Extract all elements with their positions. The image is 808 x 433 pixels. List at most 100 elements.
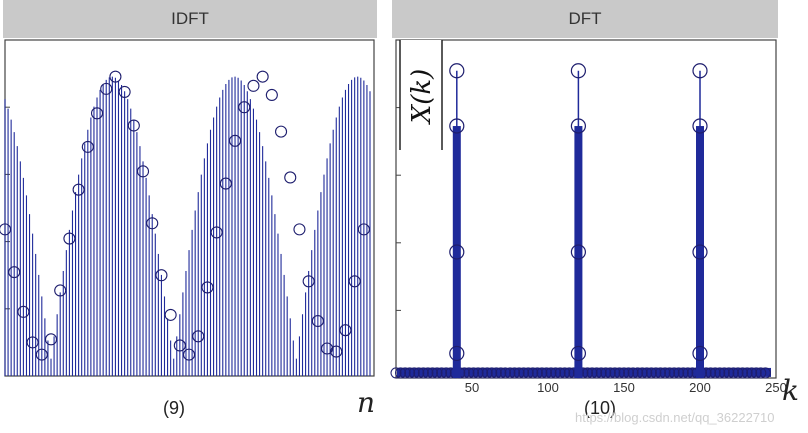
idft-marker xyxy=(330,345,343,358)
dft-baseline-marker xyxy=(431,367,443,379)
dft-baseline-marker xyxy=(654,367,666,379)
dft-baseline-marker xyxy=(636,367,648,379)
dft-plot: 50 100 150 200 250 X(k) xyxy=(390,39,787,395)
dft-baseline-marker xyxy=(632,367,644,379)
dft-baseline-marker xyxy=(727,367,739,379)
dft-baseline-marker xyxy=(417,367,429,379)
dft-peak-marker xyxy=(692,244,708,260)
dft-baseline-marker xyxy=(531,367,543,379)
dft-baseline-marker xyxy=(709,367,721,379)
dft-baseline-marker xyxy=(732,367,744,379)
idft-title: IDFT xyxy=(171,9,209,28)
dft-baseline-marker xyxy=(623,367,635,379)
idft-marker xyxy=(72,183,85,196)
dft-peak-marker xyxy=(570,63,586,79)
idft-marker xyxy=(284,171,297,184)
dft-peak-marker xyxy=(692,63,708,79)
dft-baseline-marker xyxy=(436,367,448,379)
idft-marker xyxy=(256,70,269,83)
dft-peak-marker xyxy=(449,118,465,134)
dft-panel: DFT 50 100 150 200 250 X(k) (10) k xyxy=(388,0,808,433)
dft-title-bar: DFT xyxy=(392,0,778,38)
idft-marker xyxy=(90,107,104,120)
dft-baseline-marker xyxy=(422,367,434,379)
dft-baseline-marker xyxy=(659,367,671,379)
dft-title: DFT xyxy=(568,9,602,28)
idft-marker xyxy=(155,269,168,282)
dft-baseline-marker xyxy=(741,367,753,379)
dft-peak-cluster xyxy=(696,126,704,378)
dft-baseline-marker xyxy=(746,367,758,379)
dft-baseline-marker xyxy=(408,367,420,379)
dft-baseline-marker xyxy=(550,367,562,379)
dft-baseline-marker xyxy=(723,367,735,379)
dft-baseline-marker xyxy=(463,367,475,379)
dft-baseline-marker xyxy=(504,367,516,379)
idft-marker xyxy=(54,284,67,297)
dft-baseline-marker xyxy=(668,367,680,379)
dft-baseline-marker xyxy=(645,367,657,379)
idft-marker xyxy=(275,125,288,138)
dft-baseline-marker xyxy=(509,367,521,379)
dft-baseline-marker xyxy=(591,367,603,379)
dft-baseline-marker xyxy=(613,367,625,379)
dft-baseline-marker xyxy=(481,367,493,379)
dft-baseline-marker xyxy=(477,367,489,379)
idft-marker xyxy=(164,308,177,321)
idft-marker xyxy=(118,85,131,98)
idft-marker xyxy=(109,70,122,83)
idft-marker xyxy=(339,324,352,337)
dft-peak-marker xyxy=(570,244,586,260)
dft-peak-cluster xyxy=(452,126,461,378)
idft-marker xyxy=(265,88,278,102)
dft-baseline-marker xyxy=(682,367,694,379)
idft-plot xyxy=(0,39,375,377)
dft-ylabel-box xyxy=(400,40,442,150)
idft-marker xyxy=(357,223,370,236)
idft-marker xyxy=(293,223,306,236)
dft-baseline-marker xyxy=(540,367,552,379)
dft-peak-marker xyxy=(692,118,708,134)
dft-caption: (10) xyxy=(584,398,617,418)
dft-x-tick-label: 200 xyxy=(689,380,711,395)
dft-baseline-marker xyxy=(518,367,530,379)
dft-baseline-marker xyxy=(664,367,676,379)
dft-baseline-marker xyxy=(413,367,425,379)
dft-baseline-marker xyxy=(499,367,511,379)
dft-baseline-marker xyxy=(595,367,607,379)
dft-peak-marker xyxy=(449,345,465,362)
idft-marker xyxy=(219,177,232,190)
idft-marker xyxy=(35,348,48,361)
dft-peak-marker xyxy=(449,244,465,260)
dft-peak-marker xyxy=(570,345,586,362)
dft-baseline-marker xyxy=(395,367,407,379)
dft-peak-marker xyxy=(692,345,708,362)
dft-baseline-marker xyxy=(673,367,685,379)
idft-marker xyxy=(173,339,186,352)
idft-marker xyxy=(100,82,113,95)
dft-baseline-marker xyxy=(609,367,621,379)
idft-marker xyxy=(81,140,94,153)
dft-peak-cluster xyxy=(574,126,583,378)
idft-marker xyxy=(44,333,58,346)
dft-peak-marker xyxy=(570,118,586,134)
dft-baseline-marker xyxy=(486,367,498,379)
dft-baseline-marker xyxy=(586,367,598,379)
idft-marker xyxy=(228,134,242,147)
dft-x-tick-label: 150 xyxy=(613,380,635,395)
dft-baseline-marker xyxy=(404,367,416,379)
idft-panel: IDFT (9) n xyxy=(0,0,380,433)
idft-marker xyxy=(210,226,223,239)
watermark: https://blog.csdn.net/qq_36222710 xyxy=(575,410,775,425)
dft-baseline-marker xyxy=(468,367,480,379)
dft-peak-marker xyxy=(449,63,465,79)
idft-marker xyxy=(201,281,214,294)
idft-marker xyxy=(247,79,260,92)
idft-marker xyxy=(182,348,196,361)
dft-baseline-marker xyxy=(705,367,717,379)
dft-baseline-marker xyxy=(554,367,566,379)
idft-marker xyxy=(136,165,150,178)
dft-baseline-marker xyxy=(440,367,452,379)
dft-baseline-marker xyxy=(582,367,594,379)
dft-baseline-band xyxy=(397,367,771,377)
